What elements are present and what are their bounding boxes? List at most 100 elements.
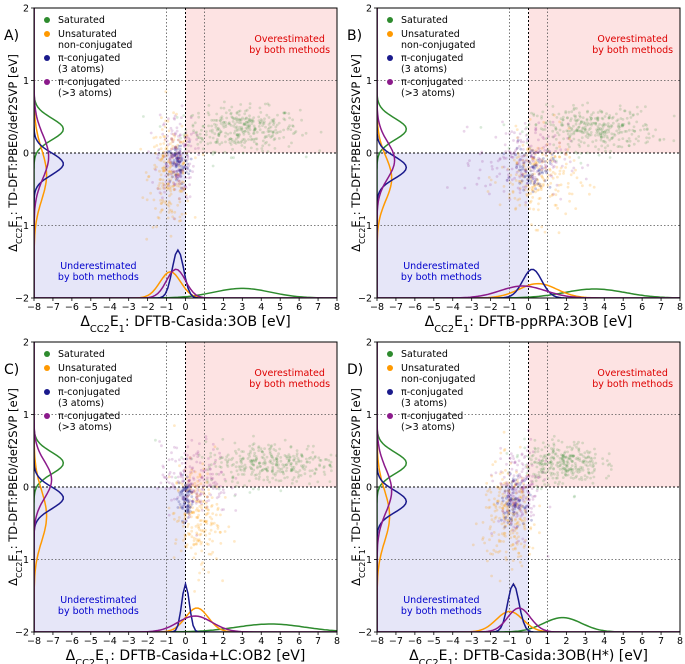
point-unsaturated <box>489 525 492 529</box>
point-saturated <box>225 461 229 464</box>
point-saturated <box>253 473 257 477</box>
point-pi_more <box>513 461 516 465</box>
point-pi3 <box>186 167 190 170</box>
point-pi3 <box>504 515 508 519</box>
point-saturated <box>606 463 610 467</box>
point-pi_more <box>566 136 570 140</box>
point-pi_more <box>158 191 162 195</box>
point-pi_more <box>533 494 537 498</box>
point-saturated <box>229 137 232 141</box>
point-unsaturated <box>562 172 565 175</box>
point-unsaturated <box>172 111 176 115</box>
point-pi3 <box>164 162 168 165</box>
point-saturated <box>241 131 245 134</box>
point-saturated <box>223 135 227 138</box>
point-saturated <box>588 450 592 454</box>
point-unsaturated <box>188 473 192 477</box>
point-saturated <box>277 452 280 456</box>
point-pi_more <box>541 160 544 164</box>
point-unsaturated <box>199 523 203 526</box>
point-pi_more <box>175 175 178 179</box>
point-unsaturated <box>564 162 568 166</box>
point-pi_more <box>177 173 180 177</box>
point-unsaturated <box>532 182 536 186</box>
point-saturated <box>534 457 538 460</box>
point-pi_more <box>509 152 513 156</box>
point-unsaturated <box>501 513 505 516</box>
point-saturated <box>528 146 532 150</box>
point-pi_more <box>198 500 202 504</box>
point-saturated <box>552 143 556 147</box>
point-saturated <box>267 116 271 119</box>
point-unsaturated <box>189 546 193 550</box>
point-pi_more <box>543 149 547 152</box>
point-saturated <box>243 484 247 488</box>
point-pi_more <box>199 468 203 472</box>
point-pi_more <box>513 131 516 135</box>
point-unsaturated <box>506 507 510 511</box>
point-unsaturated <box>183 187 186 191</box>
point-pi3 <box>181 488 185 492</box>
point-unsaturated <box>175 481 179 484</box>
point-pi_more <box>478 152 482 156</box>
point-pi3 <box>180 186 183 190</box>
point-unsaturated <box>569 173 573 177</box>
point-saturated <box>182 133 186 137</box>
point-pi_more <box>164 174 168 178</box>
point-saturated <box>577 156 581 159</box>
point-saturated <box>222 120 226 124</box>
point-unsaturated <box>152 136 156 140</box>
point-pi_more <box>181 497 184 501</box>
point-saturated <box>243 141 246 145</box>
point-saturated <box>230 115 234 119</box>
point-saturated <box>242 467 246 471</box>
point-unsaturated <box>161 198 165 202</box>
point-saturated <box>611 115 615 119</box>
point-pi_more <box>510 467 514 471</box>
y-tick-label: −2 <box>15 628 29 639</box>
point-unsaturated <box>517 179 521 183</box>
point-saturated <box>645 127 649 131</box>
point-pi_more <box>524 496 528 499</box>
point-pi_more <box>234 493 237 496</box>
point-saturated <box>197 111 200 115</box>
point-pi3 <box>171 175 175 179</box>
point-saturated <box>612 143 616 147</box>
point-unsaturated <box>507 511 511 515</box>
point-saturated <box>242 473 246 476</box>
point-unsaturated <box>521 519 524 523</box>
x-axis-label: ΔCC2E1: DFTB-Casida:3OB(H*) [eV] <box>409 648 648 664</box>
point-saturated <box>587 471 591 475</box>
point-pi_more <box>182 469 186 473</box>
point-saturated <box>262 453 266 456</box>
point-unsaturated <box>524 167 527 171</box>
point-pi3 <box>179 159 183 163</box>
point-saturated <box>627 137 631 140</box>
point-unsaturated <box>202 493 206 496</box>
point-saturated <box>617 122 621 126</box>
point-saturated <box>226 132 230 136</box>
x-tick-label: 5 <box>620 636 626 647</box>
point-saturated <box>546 453 550 456</box>
point-unsaturated <box>201 529 205 532</box>
point-pi_more <box>524 185 528 189</box>
point-pi_more <box>174 174 178 177</box>
point-unsaturated <box>157 216 161 220</box>
point-unsaturated <box>202 467 206 471</box>
point-pi3 <box>538 171 542 175</box>
point-saturated <box>246 121 250 125</box>
point-pi3 <box>505 510 509 514</box>
point-saturated <box>257 445 261 448</box>
point-saturated <box>628 112 632 116</box>
point-pi_more <box>545 164 548 168</box>
point-saturated <box>255 473 258 477</box>
point-unsaturated <box>176 163 180 167</box>
point-pi_more <box>502 484 506 487</box>
point-pi_more <box>526 517 530 521</box>
x-tick-label: −7 <box>389 302 403 313</box>
point-saturated <box>565 469 569 473</box>
point-saturated <box>570 128 574 132</box>
point-unsaturated <box>514 497 517 501</box>
point-saturated <box>254 137 257 141</box>
